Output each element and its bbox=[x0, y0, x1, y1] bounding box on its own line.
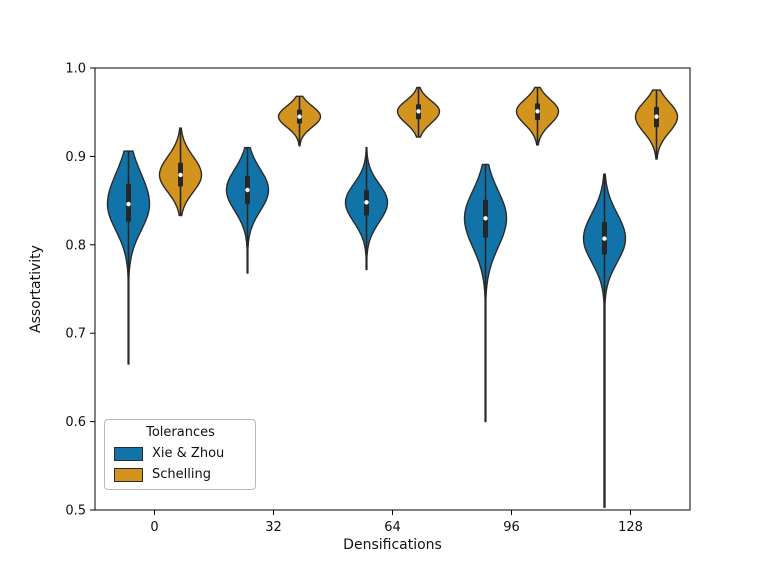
y-tick-label: 0.9 bbox=[65, 150, 86, 165]
x-tick-label: 0 bbox=[150, 520, 158, 535]
median-dot-schelling-32 bbox=[297, 114, 302, 119]
y-tick-label: 0.8 bbox=[65, 238, 86, 253]
x-tick-label: 32 bbox=[265, 520, 282, 535]
legend-entry-label: Xie & Zhou bbox=[152, 446, 225, 461]
y-tick-label: 0.5 bbox=[65, 504, 86, 519]
median-dot-xie-zhou-0 bbox=[126, 201, 131, 207]
median-dot-schelling-0 bbox=[178, 172, 183, 178]
median-dot-xie-zhou-128 bbox=[602, 236, 607, 241]
x-axis-label: Densifications bbox=[343, 537, 442, 553]
median-dot-xie-zhou-96 bbox=[483, 216, 488, 221]
y-tick-label: 1.0 bbox=[65, 62, 86, 77]
x-tick-label: 96 bbox=[503, 520, 520, 535]
axes-frame bbox=[94, 67, 691, 511]
legend-entry-xie-zhou: Xie & Zhou bbox=[114, 446, 247, 461]
median-dot-xie-zhou-32 bbox=[245, 187, 250, 193]
y-axis-label: Assortativity bbox=[28, 245, 44, 333]
y-tick-label: 0.6 bbox=[65, 415, 86, 430]
legend-entry-schelling: Schelling bbox=[114, 467, 247, 482]
legend: Tolerances Xie & Zhou Schelling bbox=[104, 419, 256, 490]
legend-entry-label: Schelling bbox=[152, 467, 211, 482]
y-tick-label: 0.7 bbox=[65, 327, 86, 342]
x-tick-label: 64 bbox=[384, 520, 401, 535]
xie-zhou-color-swatch bbox=[114, 446, 143, 461]
legend-title: Tolerances bbox=[146, 425, 215, 440]
schelling-color-swatch bbox=[114, 467, 143, 482]
median-dot-schelling-64 bbox=[416, 109, 421, 114]
median-dot-schelling-128 bbox=[654, 114, 659, 119]
median-dot-schelling-96 bbox=[535, 109, 540, 114]
median-dot-xie-zhou-64 bbox=[364, 200, 369, 205]
x-tick-label: 128 bbox=[618, 520, 643, 535]
